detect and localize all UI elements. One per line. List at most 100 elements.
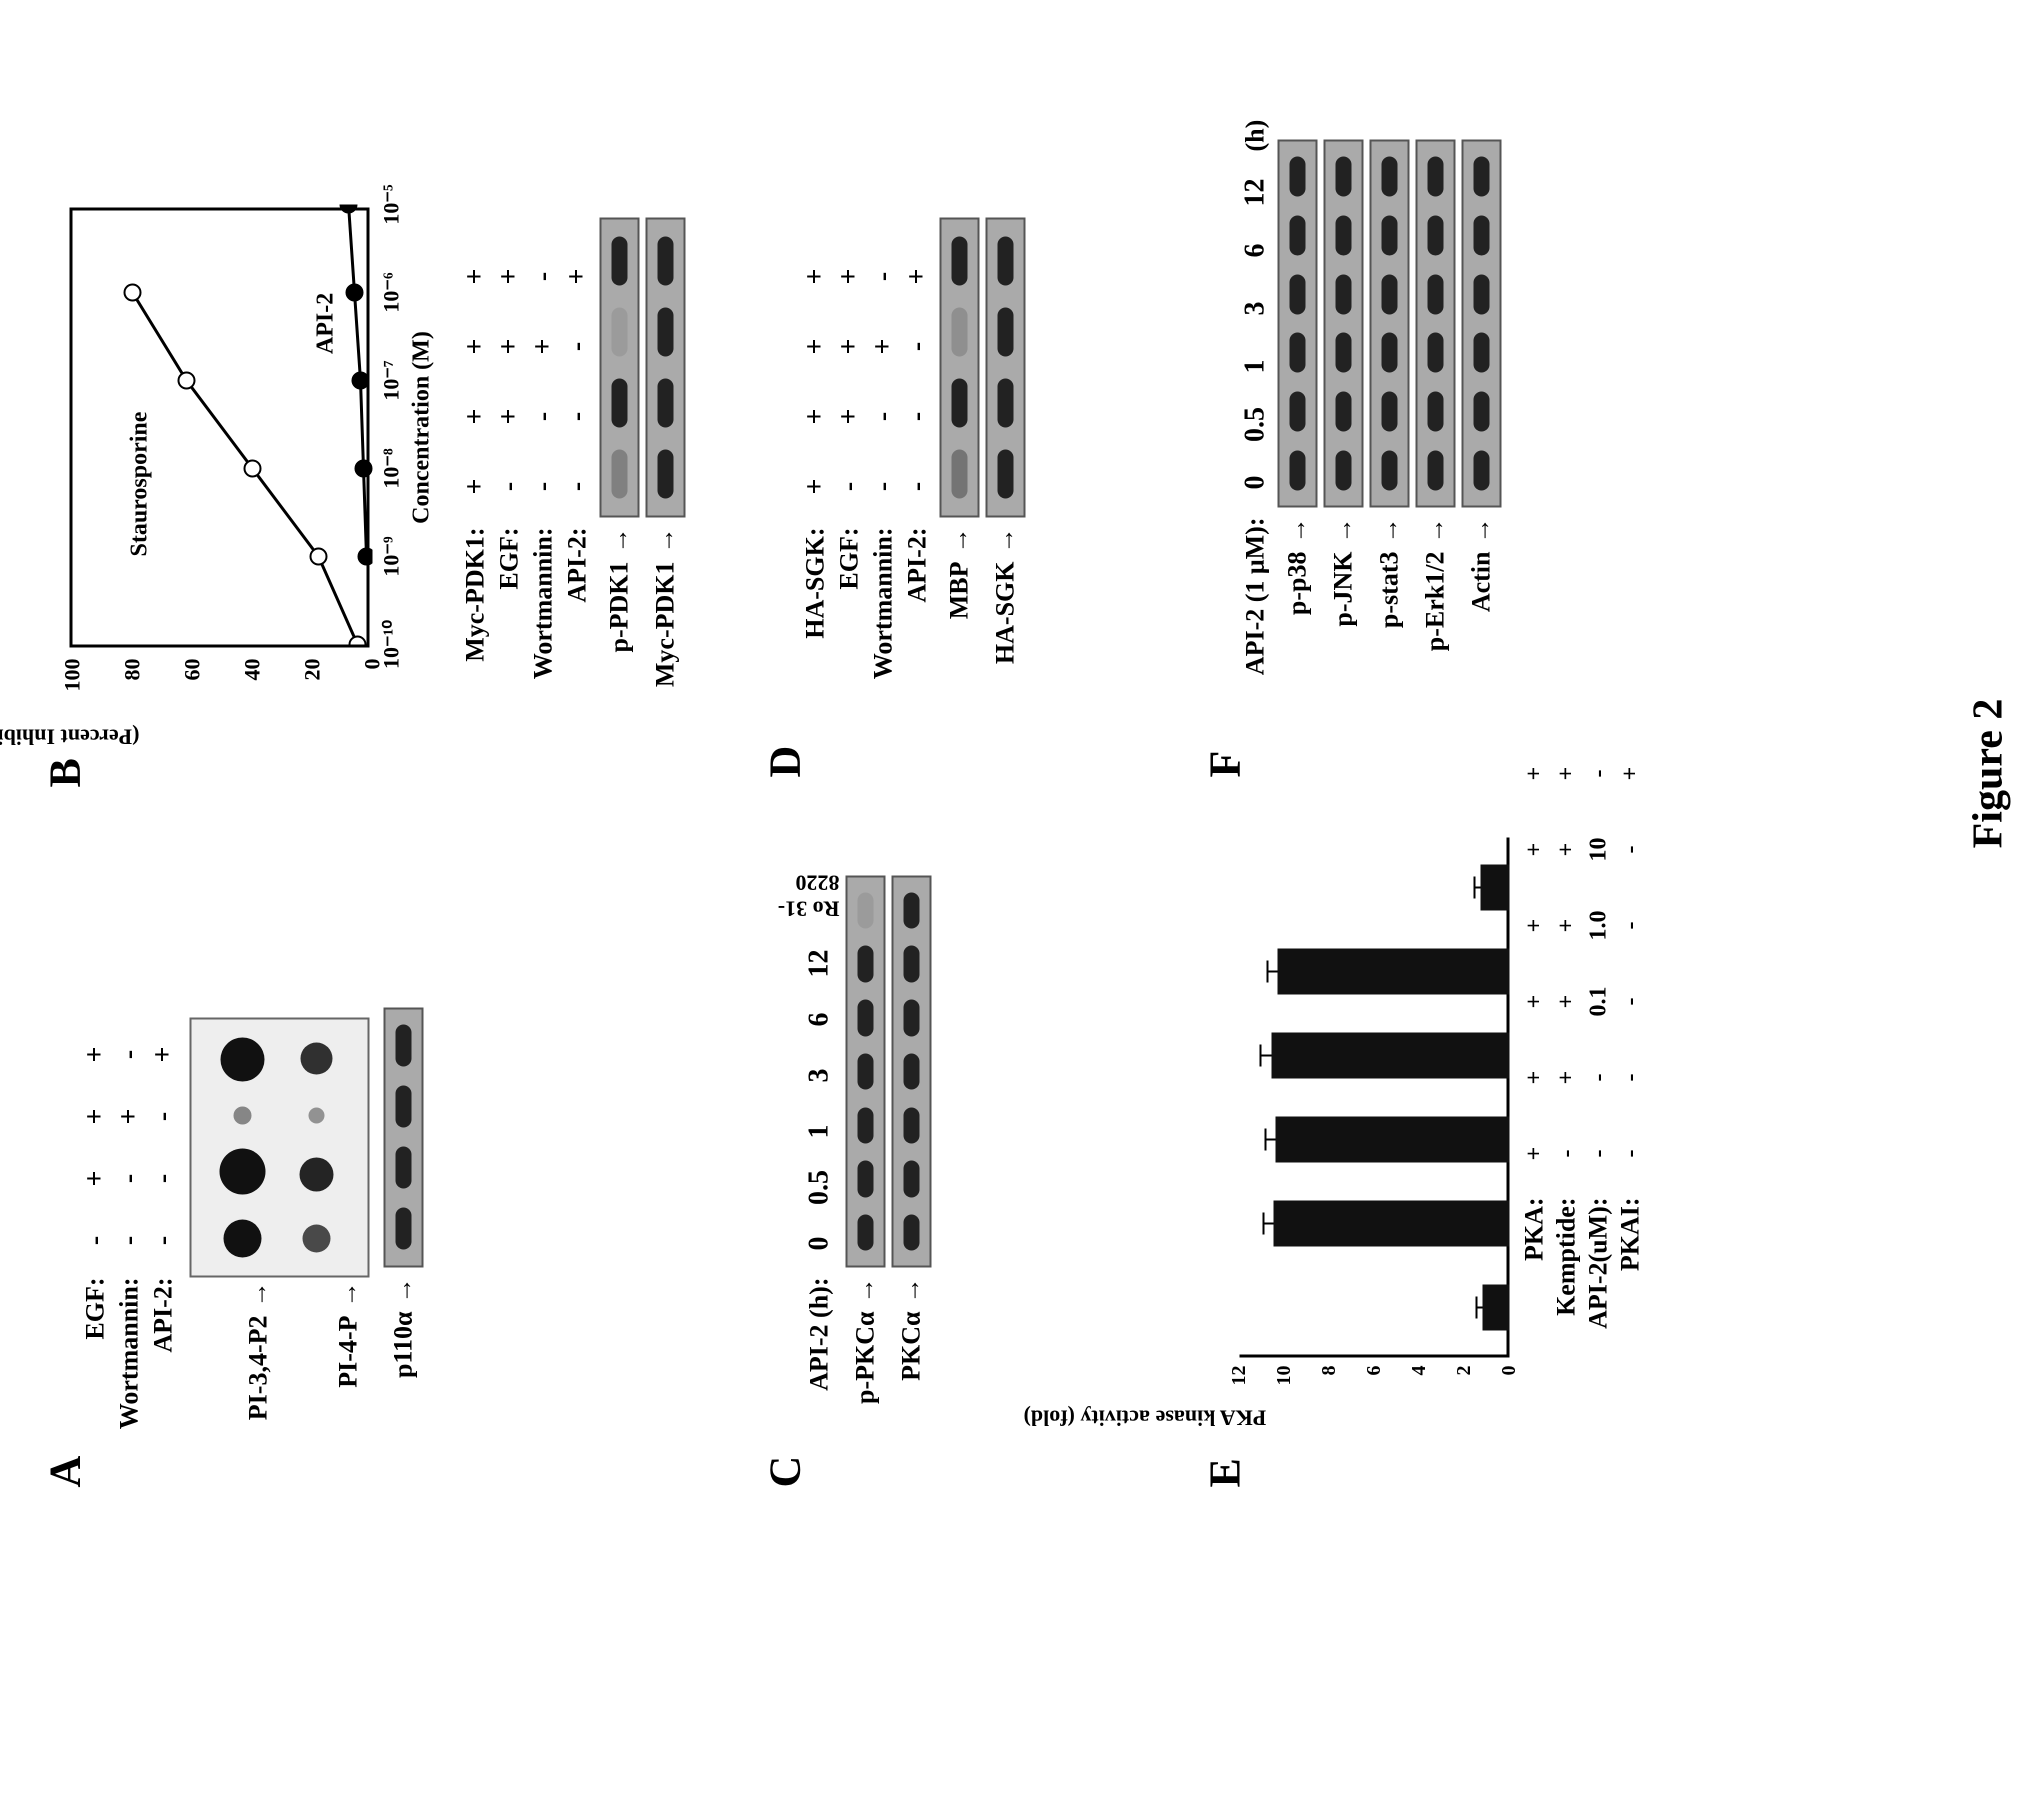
condition-sign: - <box>902 312 934 382</box>
condition-label: EGF: <box>835 528 865 728</box>
western-blot-strip <box>1278 140 1318 508</box>
condition-sign: 12 <box>804 936 836 992</box>
panel-B-label: B <box>40 758 91 787</box>
condition-sign: + <box>80 1086 112 1148</box>
condition-sign: - <box>148 1210 180 1272</box>
chartB-x-title: Concentration (M) <box>409 211 436 645</box>
chartB-x-tick: 10⁻⁷ <box>379 360 405 400</box>
blot-band <box>904 1107 920 1143</box>
condition-sign: 1 <box>1240 338 1272 396</box>
blot-band <box>1428 216 1444 256</box>
western-blot-strip <box>600 218 640 518</box>
panelE-condition-cell: - <box>1585 1116 1612 1192</box>
blot-band <box>904 946 920 982</box>
condition-label: EGF: <box>81 1278 111 1458</box>
condition-sign: 0.5 <box>1240 396 1272 454</box>
panel-D-label: D <box>760 746 811 778</box>
error-cap <box>1267 961 1269 983</box>
blot-band <box>1474 450 1490 490</box>
blot-band <box>658 308 674 357</box>
panelE-condition-label: Kemptide: <box>1552 1198 1582 1358</box>
blot-band <box>1382 333 1398 373</box>
condition-label: API-2: <box>563 528 593 728</box>
condition-sign: - <box>868 242 900 312</box>
condition-sign: 3 <box>1240 280 1272 338</box>
condition-sign: - <box>80 1210 112 1272</box>
blot-band <box>998 379 1014 428</box>
blot-band <box>952 450 968 499</box>
blot-band <box>1382 450 1398 490</box>
lipid-spot-row <box>280 1026 354 1270</box>
condition-sign: + <box>528 312 560 382</box>
panelE-condition-cell: 1.0 <box>1585 888 1612 964</box>
lipid-row-label: PI-4-P→ <box>334 1282 364 1458</box>
panelE-condition-label: API-2(uM): <box>1584 1198 1614 1358</box>
blot-band <box>1290 216 1306 256</box>
chartB-y-tick: 60 <box>180 659 206 719</box>
panelE-condition-label: PKAI: <box>1616 1198 1646 1358</box>
chartE-y-tick: 4 <box>1408 1366 1431 1376</box>
arrow-right-icon: → <box>1283 518 1313 544</box>
condition-sign: 6 <box>1240 222 1272 280</box>
panelE-condition-cell: 0.1 <box>1585 964 1612 1040</box>
panelE-condition-cell: + <box>1553 812 1580 888</box>
chartE-bar <box>1276 1117 1510 1163</box>
arrow-right-icon: → <box>1421 518 1451 544</box>
chartB-plot-svg <box>73 205 373 645</box>
blot-band <box>998 450 1014 499</box>
panelE-condition-cell: + <box>1521 888 1548 964</box>
condition-sign: - <box>562 452 594 522</box>
condition-label: Wortmannin: <box>869 528 899 728</box>
blot-band <box>1336 392 1352 432</box>
chartB-y-tick: 80 <box>120 659 146 719</box>
condition-sign: + <box>800 242 832 312</box>
blot-band <box>998 237 1014 286</box>
chartE-y-tick: 12 <box>1228 1366 1251 1386</box>
figure-canvas: A EGF:-+++Wortmannin:--+-API-2:---+ PI-3… <box>0 0 2043 1548</box>
blot-band <box>904 892 920 928</box>
blot-band <box>1336 216 1352 256</box>
condition-sign: + <box>834 382 866 452</box>
error-cap <box>1264 1129 1266 1151</box>
condition-sign: - <box>528 242 560 312</box>
panel-A-lipid-spots <box>190 1018 370 1278</box>
chartE-y-tick: 10 <box>1273 1366 1296 1386</box>
condition-sign: + <box>114 1086 146 1148</box>
arrow-right-icon: → <box>389 1278 419 1304</box>
condition-sign: + <box>460 312 492 382</box>
panelE-condition-cell: - <box>1617 964 1644 1040</box>
error-cap <box>1262 1213 1264 1235</box>
condition-label: Wortmannin: <box>529 528 559 728</box>
condition-sign: + <box>494 312 526 382</box>
blot-band <box>952 237 968 286</box>
blot-band <box>1474 157 1490 197</box>
arrow-right-icon: → <box>897 1278 927 1304</box>
arrow-right-icon: → <box>1467 518 1497 544</box>
blot-band <box>396 1147 412 1189</box>
error-cap <box>1260 1045 1262 1067</box>
blot-band <box>612 308 628 357</box>
condition-sign: + <box>80 1148 112 1210</box>
lipid-spot <box>234 1106 252 1124</box>
blot-band <box>1382 157 1398 197</box>
condition-sign: + <box>834 242 866 312</box>
condition-sign: + <box>494 382 526 452</box>
panel-E-bar-chart: PKA kinase activity (fold) 024681012 <box>1240 838 1510 1358</box>
condition-label: API-2: <box>903 528 933 728</box>
condition-sign: - <box>494 452 526 522</box>
chartE-bar <box>1273 1201 1509 1247</box>
blot-band <box>658 237 674 286</box>
blot-row-label: p-Erk1/2→ <box>1421 518 1451 728</box>
condition-sign: 6 <box>804 992 836 1048</box>
panelF-time-unit: (h) <box>1241 120 1271 152</box>
panelE-condition-cell: - <box>1553 1116 1580 1192</box>
panelE-condition-label: PKA: <box>1520 1198 1550 1358</box>
condition-sign: - <box>562 382 594 452</box>
panelE-condition-cell: + <box>1553 1040 1580 1116</box>
condition-sign: - <box>868 382 900 452</box>
panelE-condition-cell: + <box>1553 964 1580 1040</box>
blot-band <box>1290 392 1306 432</box>
blot-band <box>998 308 1014 357</box>
arrow-right-icon: → <box>651 528 681 554</box>
chartE-y-tick: 8 <box>1318 1366 1341 1376</box>
